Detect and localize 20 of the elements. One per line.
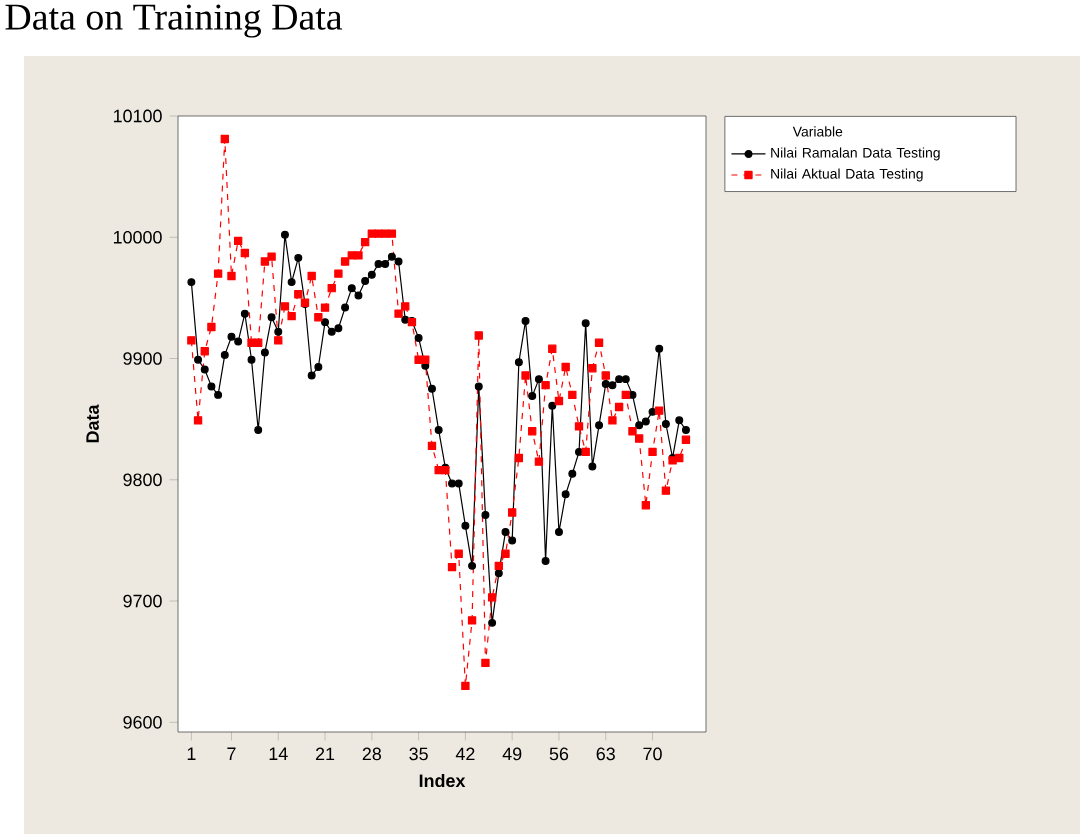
x-tick-label: 35 — [409, 747, 428, 761]
y-tick-label: 9900 — [123, 352, 162, 365]
y-tick-label: 9800 — [123, 473, 162, 487]
y-tick-label: 10000 — [113, 230, 162, 244]
y-tick-label: 9600 — [123, 715, 162, 729]
x-axis-title: Index — [419, 773, 466, 788]
x-tick-label: 28 — [362, 747, 382, 761]
x-tick-label: 7 — [227, 747, 236, 760]
x-tick-label: 56 — [549, 747, 569, 761]
x-tick-label: 70 — [643, 747, 662, 761]
x-tick-label: 1 — [187, 747, 196, 760]
y-axis-title: Data — [86, 404, 99, 443]
x-tick-label: 49 — [502, 747, 522, 761]
x-tick-label: 21 — [315, 747, 335, 761]
y-tick-label: 10100 — [113, 109, 162, 123]
x-tick-label: 42 — [455, 747, 475, 761]
x-tick-label: 14 — [269, 747, 288, 760]
y-tick-label: 9700 — [123, 594, 162, 608]
chart-title: Data on Training Data — [5, 4, 343, 38]
x-tick-label: 63 — [596, 747, 615, 761]
